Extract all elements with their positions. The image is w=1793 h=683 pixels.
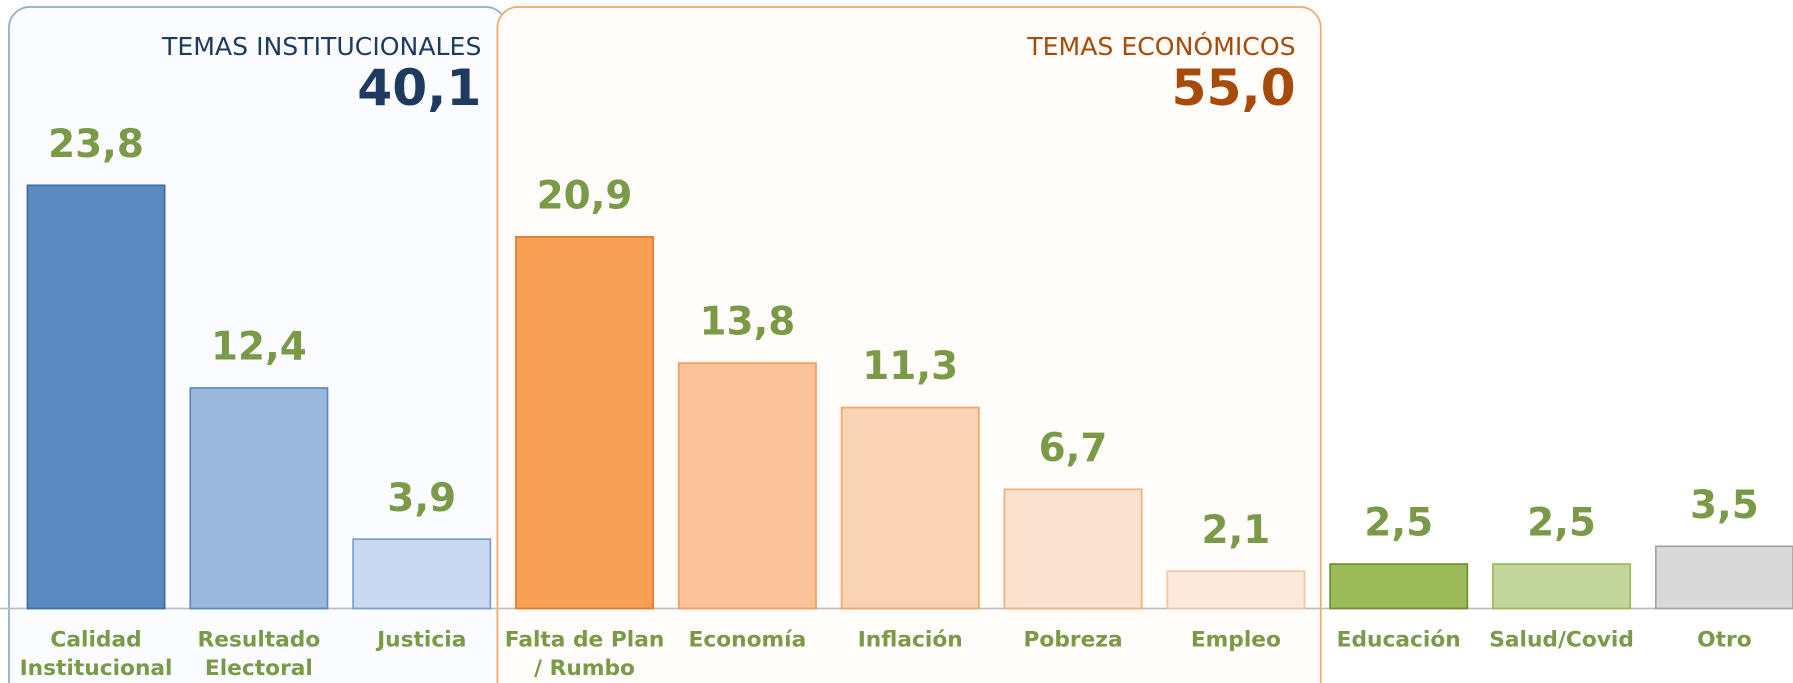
x-tick-label: Inflación (858, 628, 963, 653)
group-title: TEMAS ECONÓMICOS (1026, 31, 1295, 61)
value-label: 2,1 (1201, 508, 1270, 553)
x-tick-label: Pobreza (1023, 628, 1122, 653)
value-label: 13,8 (699, 300, 795, 345)
value-label: 2,5 (1527, 501, 1596, 546)
x-tick-label: Educación (1337, 628, 1461, 653)
value-label: 23,8 (48, 122, 144, 167)
value-label: 2,5 (1364, 501, 1433, 546)
x-tick-label: Otro (1697, 628, 1751, 653)
bar (1654, 545, 1793, 610)
bar (1003, 488, 1143, 610)
x-tick-label: Resultado (197, 628, 320, 653)
bar (1329, 563, 1469, 610)
x-tick-label: Justicia (375, 628, 466, 653)
x-tick-label: Institucional (20, 656, 173, 681)
bar (840, 406, 980, 610)
bar (189, 387, 329, 610)
bar (1166, 570, 1306, 610)
bar (352, 538, 492, 610)
value-label: 11,3 (862, 344, 958, 389)
value-label: 6,7 (1039, 426, 1108, 471)
bar (515, 236, 655, 610)
bar (26, 184, 166, 610)
value-label: 3,9 (387, 476, 456, 521)
x-tick-label: Falta de Plan (505, 628, 665, 653)
group-title: TEMAS INSTITUCIONALES (161, 32, 481, 61)
bar (1492, 563, 1632, 610)
value-label: 20,9 (537, 173, 633, 218)
x-tick-label: Calidad (50, 628, 141, 653)
x-tick-label: / Rumbo (534, 656, 635, 681)
value-label: 3,5 (1690, 483, 1759, 528)
x-tick-label: Empleo (1191, 628, 1281, 653)
group-total: 55,0 (1171, 58, 1295, 117)
value-label: 12,4 (211, 325, 307, 370)
bar (677, 362, 817, 610)
group-total: 40,1 (357, 58, 481, 117)
x-tick-label: Salud/Covid (1489, 628, 1634, 653)
x-tick-label: Economía (689, 628, 807, 653)
x-tick-label: Electoral (205, 656, 313, 681)
